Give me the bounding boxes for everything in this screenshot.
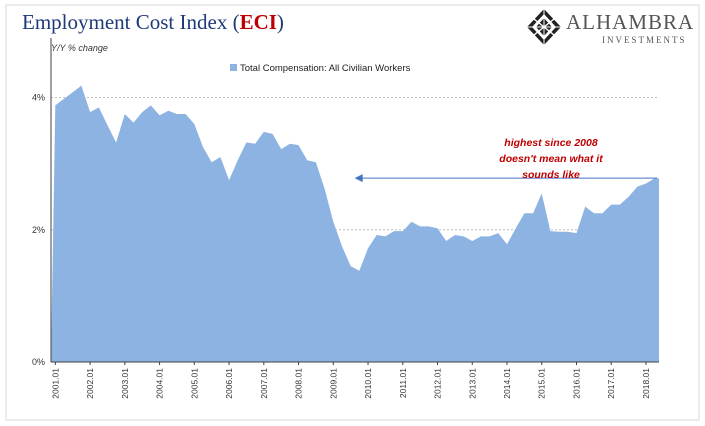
x-tick-label: 2012.01 xyxy=(433,368,443,399)
x-tick-label: 2005.01 xyxy=(189,368,199,399)
x-tick-label: 2017.01 xyxy=(606,368,616,399)
y-axis-label: Y/Y % change xyxy=(51,43,108,53)
x-tick-label: 2014.01 xyxy=(502,368,512,399)
x-tick-label: 2003.01 xyxy=(120,368,130,399)
x-tick-label: 2009.01 xyxy=(328,368,338,399)
x-tick-label: 2006.01 xyxy=(224,368,234,399)
series-area xyxy=(51,85,659,362)
y-tick-label: 4% xyxy=(32,93,45,103)
chart-title: Employment Cost Index (ECI) xyxy=(22,10,284,35)
x-tick-label: 2011.01 xyxy=(398,368,408,398)
x-tick-label: 2001.01 xyxy=(50,368,60,399)
x-tick-label: 2004.01 xyxy=(155,368,165,399)
x-tick-label: 2015.01 xyxy=(537,368,547,399)
annotation-line-0: highest since 2008 xyxy=(504,137,598,149)
title-accent: ECI xyxy=(239,10,277,34)
x-tick-label: 2008.01 xyxy=(294,368,304,399)
x-tick-label: 2016.01 xyxy=(571,368,581,399)
y-tick-label: 2% xyxy=(32,225,45,235)
logo: ALHAMBRA INVESTMENTS xyxy=(526,8,696,48)
diamond-lattice-icon xyxy=(527,9,561,45)
annotation-arrowhead xyxy=(354,174,363,183)
legend-swatch xyxy=(230,64,237,71)
x-tick-label: 2010.01 xyxy=(363,368,373,399)
title-main: Employment Cost Index ( xyxy=(22,10,240,34)
x-tick-label: 2007.01 xyxy=(259,368,269,399)
x-tick-label: 2002.01 xyxy=(85,368,95,399)
x-tick-label: 2018.01 xyxy=(641,368,651,399)
chart-border xyxy=(5,4,700,421)
legend-label: Total Compensation: All Civilian Workers xyxy=(240,63,411,74)
annotation-line-2: sounds like xyxy=(522,169,580,181)
y-tick-label: 0% xyxy=(32,357,45,367)
logo-name: ALHAMBRA xyxy=(566,10,695,34)
logo-subtitle: INVESTMENTS xyxy=(602,35,687,45)
annotation-line-1: doesn't mean what it xyxy=(499,153,603,165)
x-tick-label: 2013.01 xyxy=(467,368,477,399)
title-close: ) xyxy=(276,10,284,34)
